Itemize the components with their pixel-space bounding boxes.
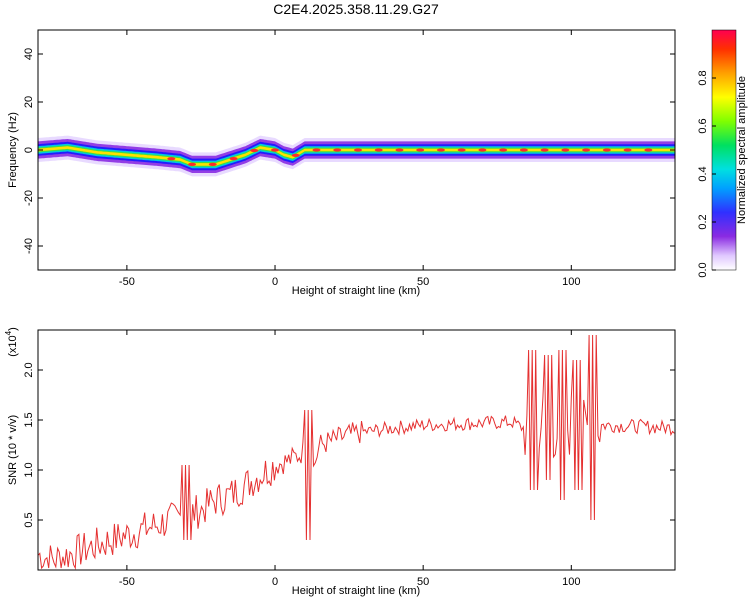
spectrogram-panel: -50 0 50 100 -40 -20 0 20 40 Height of straight …	[7, 29, 676, 297]
snr-xtick-label: 0	[272, 576, 278, 588]
snr-ylabel: SNR (10 * v/v)	[7, 415, 19, 485]
snr-ytick-label: 1.0	[23, 462, 35, 477]
spectrogram-xlabel: Height of straight line (km)	[292, 285, 420, 297]
colorbar: 0.0 0.2 0.4 0.6 0.8 Normalized spectral ampl…	[697, 29, 748, 278]
spectrogram-hotspot	[229, 157, 238, 161]
spectrogram-ticks: -50 0 50 100 -40 -20 0 20 40	[23, 30, 675, 288]
colorbar-gradient	[711, 29, 737, 271]
colorbar-ticks: 0.0 0.2 0.4 0.6 0.8	[697, 70, 716, 278]
spectrogram-ridge	[38, 135, 675, 177]
snr-ytick-label: 0.5	[23, 512, 35, 527]
spectrogram-xtick-label: 0	[272, 276, 278, 288]
snr-frame	[37, 329, 676, 571]
spectrogram-hotspot	[416, 148, 425, 152]
snr-xtick-label: -50	[119, 576, 135, 588]
spectrogram-ytick-label: -40	[23, 238, 35, 254]
snr-xtick-label: 100	[562, 576, 580, 588]
spectrogram-hotspot	[353, 148, 362, 152]
snr-series	[38, 334, 675, 570]
snr-xlabel: Height of straight line (km)	[292, 585, 420, 597]
snr-scale-suffix: )	[7, 327, 19, 331]
snr-line	[38, 334, 675, 570]
spectrogram-hotspot	[250, 148, 259, 153]
colorbar-tick-label: 0.6	[697, 118, 709, 133]
spectrogram-xtick-label: 50	[417, 276, 429, 288]
spectrogram-hotspot	[623, 148, 632, 152]
svg-text:(x104): (x104)	[4, 327, 19, 357]
spectrogram-hotspot	[374, 148, 383, 152]
spectrogram-ytick-label: 40	[23, 48, 35, 60]
spectrogram-hotspot	[395, 148, 404, 152]
colorbar-tick-label: 0.2	[697, 214, 709, 229]
spectrogram-hotspot	[519, 148, 528, 152]
spectrogram-hotspot	[312, 148, 321, 152]
spectrogram-hotspot	[188, 162, 197, 166]
spectrogram-ytick-label: -20	[23, 190, 35, 206]
spectrogram-hotspot	[457, 148, 466, 152]
spectrogram-hotspot	[291, 153, 300, 157]
spectrogram-hotspot	[167, 157, 176, 161]
colorbar-tick-label: 0.0	[697, 262, 709, 277]
spectrogram-hotspot	[644, 148, 653, 152]
colorbar-tick-label: 0.8	[697, 70, 709, 85]
snr-scale-exponent: 4	[4, 330, 13, 335]
snr-scale-prefix: (x10	[7, 335, 19, 356]
spectrogram-hotspot	[499, 148, 508, 152]
spectrogram-hotspot	[582, 148, 591, 152]
snr-panel: -50 0 50 100 0.5 1.0 1.5 2.0 Height of straight…	[4, 327, 676, 597]
spectrogram-hotspot	[208, 162, 217, 166]
spectrogram-ytick-label: 0	[23, 147, 35, 153]
spectrogram-hotspot	[602, 148, 611, 152]
spectrogram-ytick-label: 20	[23, 96, 35, 108]
figure-title: C2E4.2025.358.11.29.G27	[273, 1, 439, 17]
spectrogram-band-5	[38, 146, 675, 166]
spectrogram-hotspot	[271, 148, 280, 152]
spectrogram-hotspot	[436, 148, 445, 152]
spectrogram-hotspot	[333, 148, 342, 152]
snr-xtick-label: 50	[417, 576, 429, 588]
spectrogram-xtick-label: -50	[119, 276, 135, 288]
snr-ticks: -50 0 50 100 0.5 1.0 1.5 2.0	[23, 330, 675, 588]
spectrogram-hotspot	[540, 148, 549, 152]
spectrogram-hotspot	[561, 148, 570, 152]
spectrogram-ylabel: Frequency (Hz)	[7, 112, 19, 188]
colorbar-label: Normalized spectral amplitude	[736, 76, 748, 224]
snr-ytick-label: 1.5	[23, 412, 35, 427]
snr-ytick-label: 2.0	[23, 362, 35, 377]
snr-scale-label: (x104)	[4, 327, 19, 357]
spectrogram-hotspot	[478, 148, 487, 152]
spectrogram-xtick-label: 100	[562, 276, 580, 288]
colorbar-tick-label: 0.4	[697, 166, 709, 181]
